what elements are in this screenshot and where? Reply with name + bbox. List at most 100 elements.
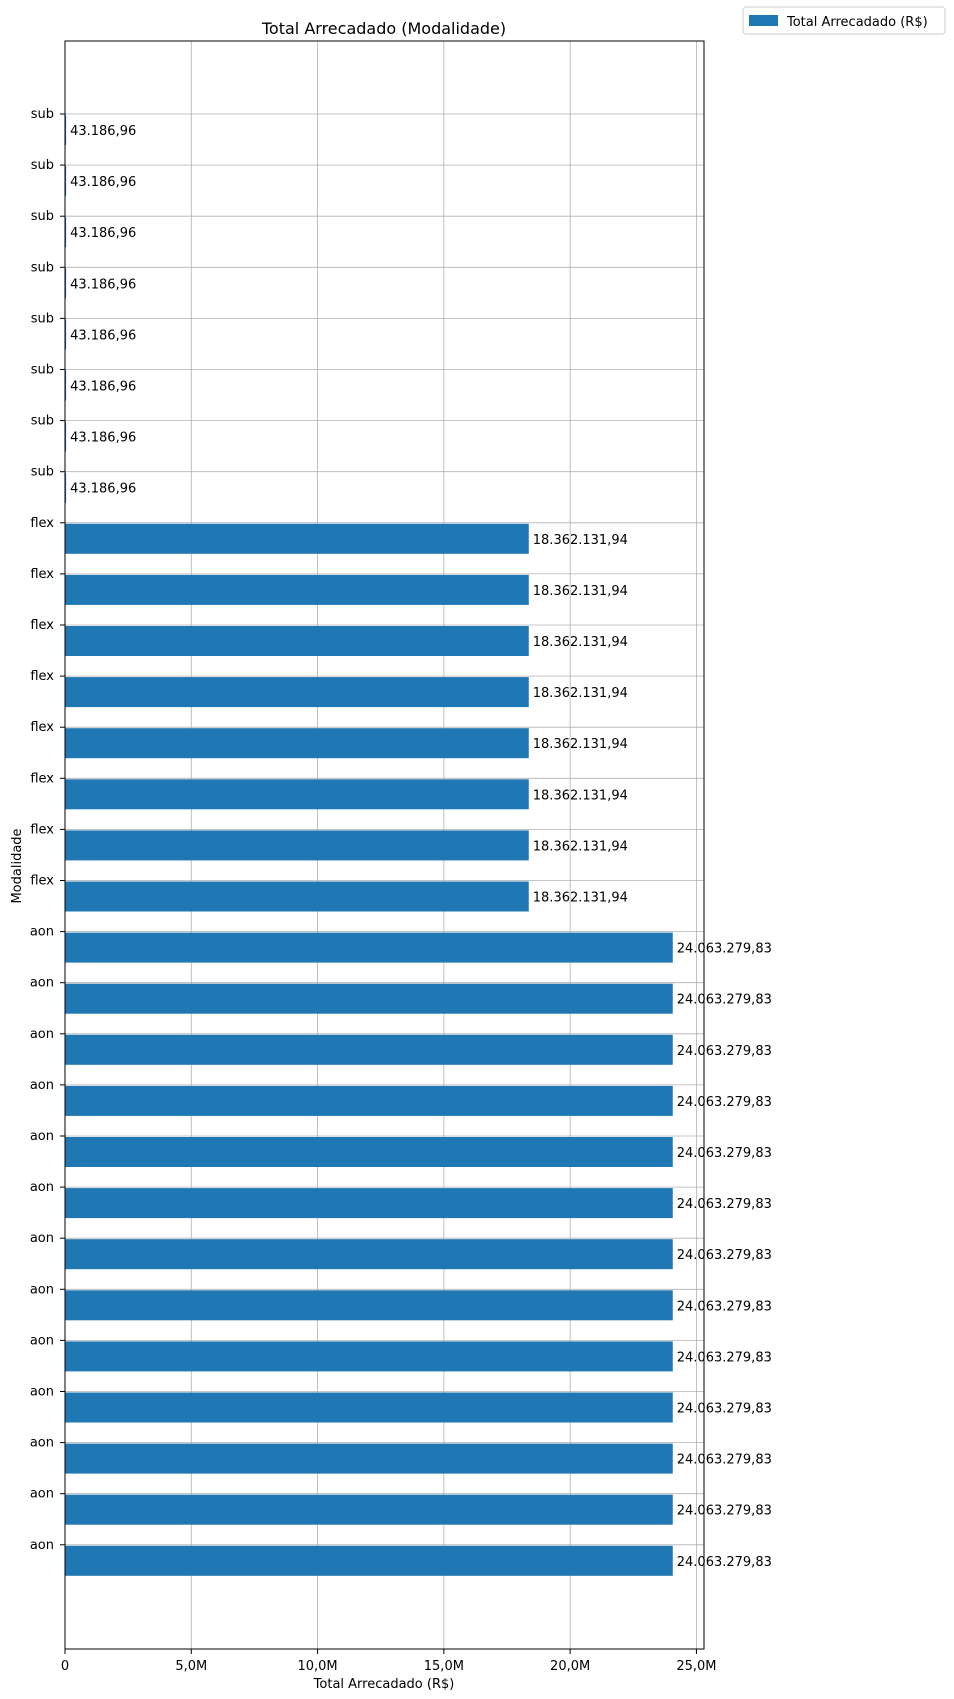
plot-frame [64, 40, 705, 1650]
x-tick-label: 25,0M [676, 1659, 716, 1674]
bar [65, 677, 529, 708]
bar-value-label: 24.063.279,83 [677, 1350, 772, 1365]
bar [65, 472, 67, 503]
bar-value-label: 18.362.131,94 [533, 891, 628, 906]
bar [65, 115, 67, 145]
y-tick-label: flex [30, 669, 54, 684]
bar-value-label: 18.362.131,94 [533, 584, 628, 599]
y-tick-label: flex [30, 618, 54, 633]
bar [65, 932, 673, 963]
bar [65, 1494, 673, 1525]
bar-value-label: 43.186,96 [70, 431, 136, 446]
y-tick-label: aon [30, 1282, 54, 1297]
y-tick-label: flex [30, 771, 54, 786]
bar-value-label: 24.063.279,83 [677, 1402, 772, 1417]
chart-title: Total Arrecadado (Modalidade) [261, 19, 506, 38]
x-tick-label: 15,0M [424, 1659, 464, 1674]
y-tick-label: sub [31, 158, 54, 173]
bar-value-label: 24.063.279,83 [677, 1146, 772, 1161]
bar-value-label: 24.063.279,83 [677, 993, 772, 1008]
bar [65, 1443, 673, 1474]
bar [65, 370, 67, 401]
bar-value-label: 18.362.131,94 [533, 686, 628, 701]
bar [65, 421, 67, 452]
y-tick-label: aon [30, 1180, 54, 1195]
y-tick-label: aon [30, 1078, 54, 1093]
bar-value-label: 24.063.279,83 [677, 1555, 772, 1570]
legend-entry: Total Arrecadado (R$) [786, 15, 928, 30]
bar-value-label: 43.186,96 [70, 175, 136, 190]
y-tick-label: aon [30, 1231, 54, 1246]
y-tick-label: sub [31, 260, 54, 275]
bar [65, 1392, 673, 1423]
bar-value-label: 43.186,96 [70, 328, 136, 343]
legend: Total Arrecadado (R$) [742, 6, 946, 35]
legend-frame [742, 6, 946, 35]
y-axis-ticks: sub sub sub sub sub sub sub sub flex flex flex flex… [30, 107, 65, 1553]
x-tick-label: 20,0M [550, 1659, 590, 1674]
bar-value-label: 43.186,96 [70, 124, 136, 139]
bar [65, 1290, 673, 1321]
y-tick-label: flex [30, 516, 54, 531]
bar-value-label: 43.186,96 [70, 482, 136, 497]
legend-swatch [749, 15, 778, 26]
bar [65, 523, 529, 554]
x-axis-ticks: 0 5,0M 10,0M 15,0M 20,0M 25,0M [61, 1649, 717, 1674]
bar [65, 1341, 673, 1372]
bar [65, 779, 529, 810]
bar [65, 881, 529, 912]
bar [65, 626, 529, 656]
y-tick-label: aon [30, 925, 54, 940]
bar-value-label: 24.063.279,83 [677, 1197, 772, 1212]
bar-value-label: 18.362.131,94 [533, 788, 628, 803]
bar-value-label: 24.063.279,83 [677, 1095, 772, 1110]
y-tick-label: aon [30, 976, 54, 991]
bar-value-label: 24.063.279,83 [677, 1044, 772, 1059]
y-tick-label: sub [31, 414, 54, 429]
y-tick-label: sub [31, 107, 54, 122]
bar [65, 319, 67, 350]
y-tick-label: aon [30, 1436, 54, 1451]
bar [65, 1034, 673, 1065]
grid-lines [64, 41, 704, 1649]
bar-value-label: 43.186,96 [70, 226, 136, 241]
x-tick-label: 10,0M [297, 1659, 337, 1674]
bar-value-label: 18.362.131,94 [533, 635, 628, 650]
y-tick-label: aon [30, 1538, 54, 1553]
bar [65, 1545, 673, 1576]
y-tick-label: aon [30, 1385, 54, 1400]
bar-value-label: 24.063.279,83 [677, 1299, 772, 1314]
bar-value-label: 18.362.131,94 [533, 533, 628, 548]
y-axis-label: Modalidade [10, 828, 25, 903]
bar [65, 217, 67, 248]
y-tick-label: sub [31, 209, 54, 224]
bar-value-label: 24.063.279,83 [677, 942, 772, 957]
y-tick-label: flex [30, 567, 54, 582]
y-tick-label: aon [30, 1027, 54, 1042]
y-tick-label: aon [30, 1129, 54, 1144]
bar-value-labels: 43.186,96 43.186,96 43.186,96 43.186,96 43.1… [70, 124, 772, 1570]
bar-value-label: 24.063.279,83 [677, 1504, 772, 1519]
bars [65, 115, 673, 1576]
bar-value-label: 43.186,96 [70, 277, 136, 292]
x-tick-label: 5,0M [175, 1659, 207, 1674]
bar-value-label: 18.362.131,94 [533, 839, 628, 854]
x-axis-label: Total Arrecadado (R$) [313, 1677, 455, 1692]
bar [65, 830, 529, 861]
bar [65, 983, 673, 1014]
bar [65, 1085, 673, 1116]
bar-value-label: 24.063.279,83 [677, 1248, 772, 1263]
bar [65, 574, 529, 605]
y-tick-label: sub [31, 311, 54, 326]
y-tick-label: aon [30, 1487, 54, 1502]
x-tick-label: 0 [61, 1659, 69, 1674]
bar [65, 166, 67, 197]
bar-value-label: 43.186,96 [70, 380, 136, 395]
bar [65, 1188, 673, 1219]
y-tick-label: aon [30, 1333, 54, 1348]
y-tick-label: flex [30, 874, 54, 889]
y-tick-label: sub [31, 363, 54, 378]
bar [65, 1239, 673, 1270]
bar-value-label: 18.362.131,94 [533, 737, 628, 752]
